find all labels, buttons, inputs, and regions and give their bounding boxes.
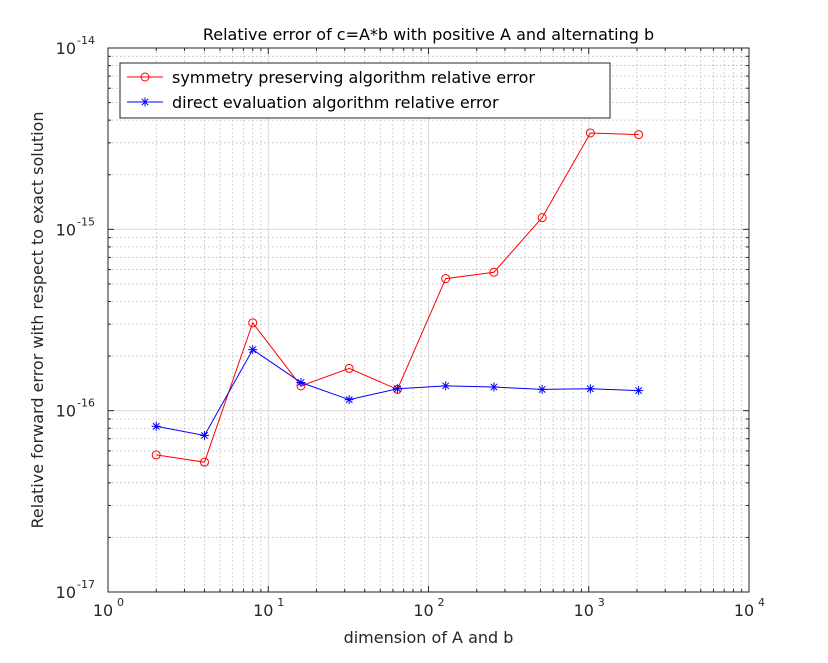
y-tick-exponent: -15 [77, 215, 95, 228]
x-tick-label: 10 [93, 601, 113, 620]
y-tick-exponent: -16 [77, 397, 95, 410]
legend-entry-1: direct evaluation algorithm relative err… [127, 93, 499, 112]
series-1-point [392, 384, 402, 394]
series-1-point [344, 395, 354, 405]
y-tick-label: 10 [56, 583, 76, 602]
series-0-point [344, 363, 354, 373]
y-tick-exponent: -17 [77, 578, 95, 591]
legend-label: direct evaluation algorithm relative err… [172, 93, 499, 112]
series-1-point [489, 382, 499, 392]
series-0-point [489, 267, 499, 277]
series-0-point [441, 274, 451, 284]
y-tick-label: 10 [56, 220, 76, 239]
series-1-point [151, 421, 161, 431]
x-tick-exponent: 0 [117, 596, 124, 609]
legend: symmetry preserving algorithm relative e… [119, 62, 611, 119]
legend-swatch-marker [140, 72, 150, 82]
x-tick-label: 10 [413, 601, 433, 620]
series-1 [151, 345, 644, 440]
legend-box [119, 62, 611, 119]
x-tick-label: 10 [253, 601, 273, 620]
y-tick-exponent: -14 [77, 34, 95, 47]
legend-label: symmetry preserving algorithm relative e… [172, 68, 535, 87]
series-0-point [151, 450, 161, 460]
series-0-point [537, 213, 547, 223]
series-1-point [199, 430, 209, 440]
chart-title: Relative error of c=A*b with positive A … [203, 25, 654, 44]
x-tick-label: 10 [734, 601, 754, 620]
legend-entry-0: symmetry preserving algorithm relative e… [127, 68, 535, 87]
series-1-point [441, 381, 451, 391]
series-0-point [199, 457, 209, 467]
x-tick-exponent: 3 [598, 596, 605, 609]
series-1-point [585, 384, 595, 394]
series-1-point [634, 386, 644, 396]
series-1-point [248, 345, 258, 355]
x-tick-exponent: 1 [277, 596, 284, 609]
x-tick-label: 10 [574, 601, 594, 620]
x-axis-label: dimension of A and b [344, 628, 514, 647]
y-axis-label: Relative forward error with respect to e… [28, 112, 47, 529]
legend-items: symmetry preserving algorithm relative e… [127, 68, 535, 112]
series-0-point [248, 318, 258, 328]
legend-swatch-marker [140, 97, 150, 107]
y-tick-label: 10 [56, 39, 76, 58]
series-0-point [585, 128, 595, 138]
series-1-point [537, 384, 547, 394]
series-layer [151, 128, 644, 467]
series-0-point [634, 130, 644, 140]
series-1-point [296, 377, 306, 387]
y-tick-label: 10 [56, 402, 76, 421]
x-tick-exponent: 4 [758, 596, 765, 609]
x-tick-exponent: 2 [438, 596, 445, 609]
